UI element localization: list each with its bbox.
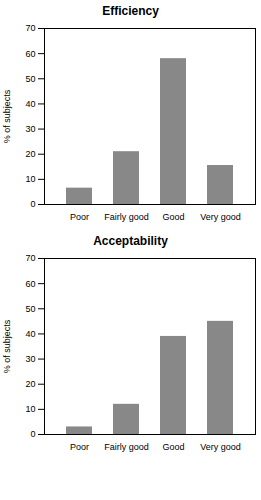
svg-text:40: 40 (25, 329, 35, 339)
svg-text:0: 0 (30, 199, 35, 209)
svg-text:70: 70 (25, 23, 35, 33)
svg-text:50: 50 (25, 74, 35, 84)
svg-text:60: 60 (25, 279, 35, 289)
svg-text:0: 0 (30, 429, 35, 439)
svg-text:30: 30 (25, 354, 35, 364)
svg-text:% of subjects: % of subjects (2, 319, 12, 373)
svg-text:60: 60 (25, 49, 35, 59)
html-text:Efficiency: Efficiency (102, 4, 159, 18)
svg-text:50: 50 (25, 304, 35, 314)
svg-text:40: 40 (25, 99, 35, 109)
svg-text:Good: Good (162, 212, 184, 222)
svg-text:10: 10 (25, 174, 35, 184)
svg-text:20: 20 (25, 149, 35, 159)
svg-text:Good: Good (162, 442, 184, 452)
html-text:Acceptability: Acceptability (93, 234, 168, 248)
svg-text:Poor: Poor (70, 212, 89, 222)
svg-text:70: 70 (25, 253, 35, 263)
svg-text:10: 10 (25, 404, 35, 414)
svg-text:Fairly good: Fairly good (104, 212, 149, 222)
svg-text:30: 30 (25, 124, 35, 134)
svg-text:20: 20 (25, 379, 35, 389)
svg-text:Very good: Very good (200, 212, 241, 222)
svg-text:Fairly good: Fairly good (104, 442, 149, 452)
svg-text:Very good: Very good (200, 442, 241, 452)
svg-text:Poor: Poor (70, 442, 89, 452)
svg-text:% of subjects: % of subjects (2, 89, 12, 143)
